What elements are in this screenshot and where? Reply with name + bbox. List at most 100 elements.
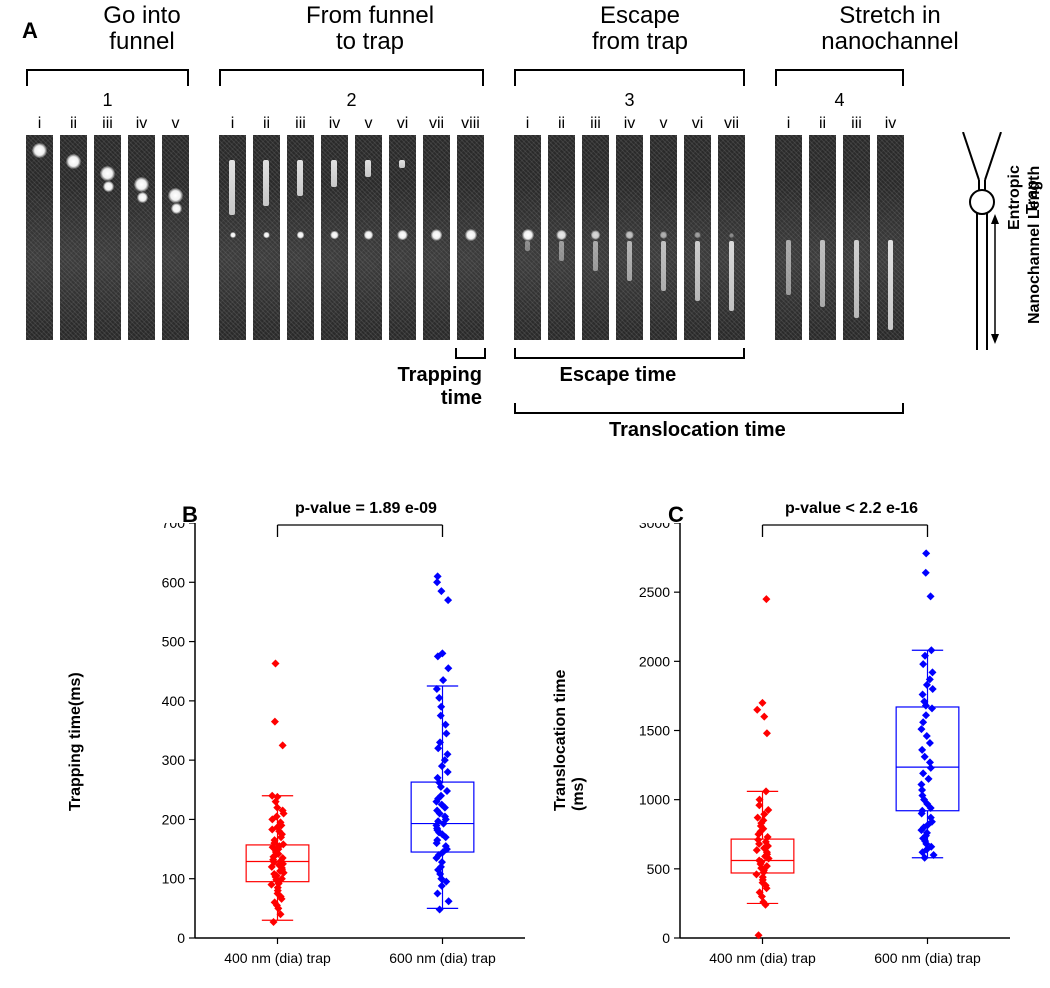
data-point [444,596,452,604]
stage-title-4-line2: nanochannel [790,29,990,55]
data-point [442,729,450,737]
chartB-svg: 0100200300400500600700 [55,523,565,988]
y-axis-label: Trapping time(ms) [67,651,85,811]
x-category-label: 400 nm (dia) trap [213,950,343,966]
roman-numeral: v [162,115,189,133]
roman-numeral: i [514,115,541,133]
trapping-time-chart: Trapping time(ms) 400 nm (dia) trap 600 nm… [55,523,565,988]
stage-bracket [26,68,189,88]
roman-numeral: ii [548,115,575,133]
data-point [279,741,287,749]
image-strip [162,135,189,340]
dna-streak [331,160,337,187]
data-point [927,646,935,654]
data-point [437,712,445,720]
dna-streak [786,240,791,295]
roman-numeral: i [219,115,246,133]
image-strip [809,135,836,340]
data-point [919,769,927,777]
dna-spot [137,192,148,203]
data-point [439,676,447,684]
dna-streak [365,160,371,177]
roman-numeral: iv [877,115,904,133]
trap-spot [694,232,700,238]
roman-numeral: i [26,115,53,133]
roman-numeral: v [650,115,677,133]
data-point [445,897,453,905]
data-point [760,713,768,721]
data-point [926,758,934,766]
data-point [927,592,935,600]
trap-spot [297,231,305,239]
dna-streak [627,241,632,281]
dna-spot [103,181,114,192]
data-point [762,787,770,795]
svg-text:500: 500 [162,634,186,650]
nanochannel-length-label: Nanochannel Length [1026,140,1044,350]
data-point [444,664,452,672]
roman-numeral: i [775,115,802,133]
dna-streak [297,160,303,196]
data-point [918,746,926,754]
svg-text:3000: 3000 [639,523,670,531]
svg-text:700: 700 [162,523,186,531]
trap-spot [431,229,442,240]
trapping-bracket [454,346,487,362]
svg-text:300: 300 [162,752,186,768]
trap-spot [465,229,477,241]
data-point [929,685,937,693]
x-category-label: 600 nm (dia) trap [378,950,508,966]
svg-text:0: 0 [662,930,670,946]
dna-streak [695,241,700,301]
svg-text:100: 100 [162,871,186,887]
svg-text:2000: 2000 [639,653,670,669]
data-point [434,744,442,752]
svg-text:2500: 2500 [639,584,670,600]
dna-streak [888,240,893,330]
data-point [917,725,925,733]
stage-title-2-line2: to trap [260,29,480,55]
translocation-bracket [514,401,904,417]
data-point [922,549,930,557]
data-point [926,739,934,747]
svg-text:600: 600 [162,574,186,590]
data-point [758,699,766,707]
x-category-label: 400 nm (dia) trap [698,950,828,966]
svg-text:1500: 1500 [639,723,670,739]
stage-bracket [514,68,745,88]
trap-spot [522,229,534,241]
trap-spot [330,231,339,240]
dna-streak [729,241,734,311]
svg-text:1000: 1000 [639,792,670,808]
data-point [444,768,452,776]
trap-spot [230,232,236,238]
trap-spot [625,231,634,240]
x-category-label: 600 nm (dia) trap [863,950,993,966]
data-point [762,595,770,603]
trap-spot [591,230,601,240]
dna-streak [399,160,405,168]
chartC-svg: 050010001500200025003000 [540,523,1050,988]
trap-spot [397,230,407,240]
stage-bracket [775,68,904,88]
image-strip [26,135,53,340]
stage-title-1: Go into funnel [62,3,222,56]
roman-numeral: iii [287,115,314,133]
dna-spot [171,203,182,214]
channel-diagram [955,132,1010,352]
dna-spot [168,188,183,203]
dna-streak [593,241,598,271]
data-point [923,732,931,740]
stage-bracket [219,68,484,88]
panel-label-a: A [22,18,38,44]
roman-numeral: vii [423,115,450,133]
data-point [922,711,930,719]
data-point [437,587,445,595]
dna-streak [820,240,825,307]
escape-bracket [514,346,745,362]
svg-text:200: 200 [162,811,186,827]
data-point [922,569,930,577]
roman-numeral: ii [809,115,836,133]
dna-spot [32,143,47,158]
escape-time-label: Escape time [560,364,677,387]
